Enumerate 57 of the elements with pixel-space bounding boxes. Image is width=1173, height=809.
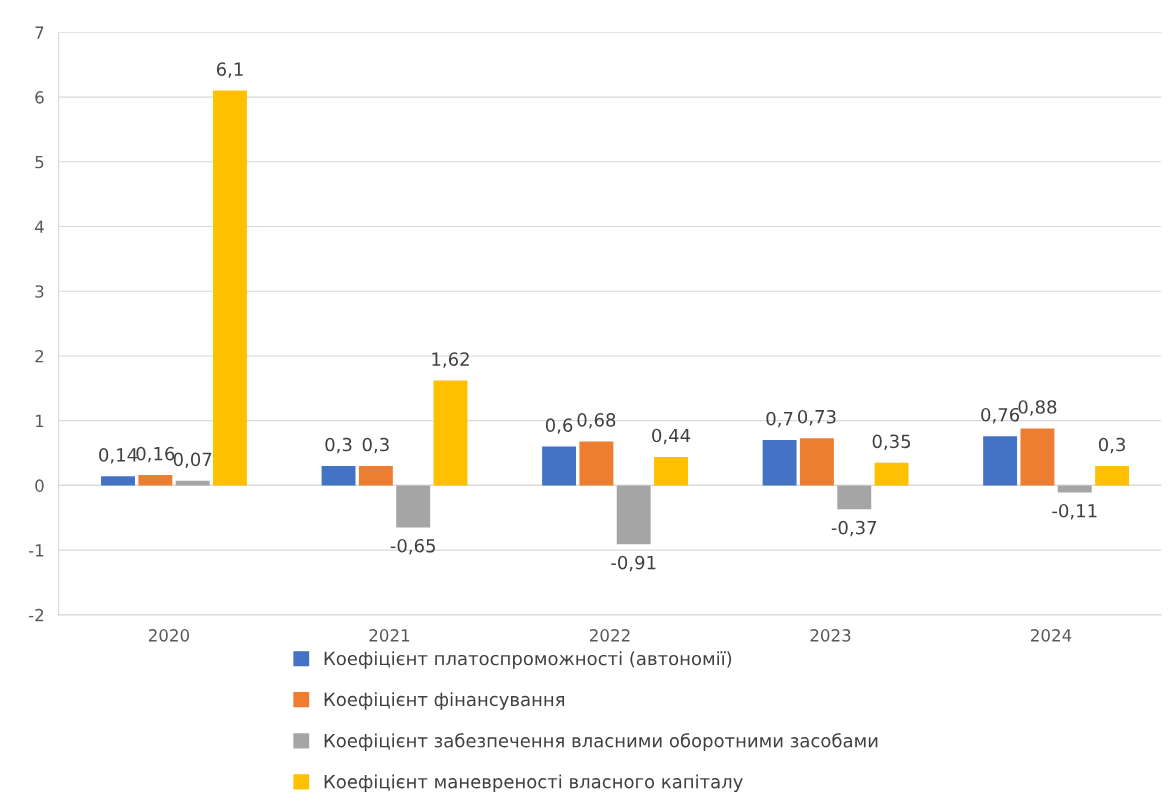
y-tick-label: 6 (35, 91, 44, 104)
bar (396, 485, 431, 528)
y-tick-label: 0 (35, 479, 44, 492)
y-tick-label: -1 (28, 544, 44, 557)
y-tick-label: 7 (35, 26, 44, 39)
bar (579, 441, 614, 486)
bar (542, 446, 577, 486)
data-label: 6,1 (216, 62, 243, 78)
bar (358, 465, 393, 486)
data-label: 0,88 (1018, 400, 1057, 416)
bar (654, 456, 688, 486)
x-tick-label: 2023 (810, 629, 851, 642)
data-label: 0,73 (798, 409, 836, 426)
bar (1095, 465, 1130, 486)
bar (101, 476, 135, 486)
bar (433, 380, 468, 486)
data-label: -0,65 (390, 538, 435, 555)
bar (321, 465, 356, 486)
bar (874, 462, 909, 486)
data-label: 0,14 (99, 448, 138, 464)
x-tick-label: 2021 (369, 629, 410, 642)
y-tick-label: 3 (35, 285, 44, 298)
data-label: 0,16 (136, 446, 175, 463)
data-label: -0,11 (1052, 503, 1097, 520)
data-label: -0,37 (831, 520, 877, 537)
bar (1020, 428, 1055, 486)
y-tick-label: 1 (35, 414, 44, 428)
data-label: 0,6 (545, 418, 573, 434)
data-label: 0,3 (325, 437, 352, 454)
y-tick-label: 5 (35, 155, 44, 169)
bar (138, 475, 173, 486)
x-tick-label: 2020 (148, 629, 190, 642)
data-label: 0,35 (872, 434, 911, 450)
y-tick-label: 4 (34, 220, 44, 233)
data-label: 1,62 (432, 352, 469, 368)
legend-label: Коефіцієнт маневреності власного капіталу (324, 774, 743, 792)
bar (1057, 485, 1092, 493)
bar (799, 438, 834, 486)
data-label: 0,7 (766, 411, 793, 428)
x-tick-label: 2022 (589, 629, 630, 642)
legend-label: Коефіцієнт фінансування (324, 692, 565, 710)
bar (616, 485, 651, 545)
data-label: 0,07 (173, 452, 212, 469)
bar (213, 90, 247, 486)
y-tick-label: -2 (28, 608, 44, 622)
bar (983, 436, 1018, 486)
bar (837, 485, 872, 510)
y-tick-label: 2 (35, 349, 44, 363)
legend-label: Коефіцієнт забезпечення власними оборотними засобами (324, 733, 878, 751)
data-label: 0,68 (577, 413, 616, 429)
x-tick-label: 2024 (1031, 629, 1072, 642)
data-label: 0,3 (362, 437, 389, 454)
bar (762, 440, 797, 486)
legend-label: Коефіцієнт платоспроможності (автономії) (324, 651, 732, 669)
data-label: 0,44 (652, 428, 691, 445)
data-label: 0,3 (1098, 437, 1125, 454)
data-label: -0,91 (611, 555, 656, 572)
